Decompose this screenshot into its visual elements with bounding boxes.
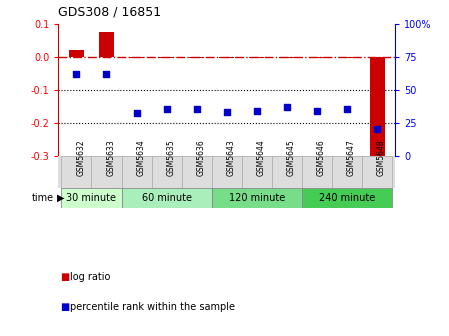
Point: [343, 107, 351, 112]
Bar: [69, 50, 84, 56]
Text: GSM5647: GSM5647: [347, 140, 356, 176]
Point: [313, 108, 321, 113]
Bar: [122, 188, 212, 208]
Bar: [339, 56, 355, 57]
Bar: [279, 56, 295, 58]
Bar: [212, 156, 242, 187]
Text: GSM5634: GSM5634: [136, 140, 145, 176]
Text: GSM5644: GSM5644: [257, 140, 266, 176]
Text: GSM5636: GSM5636: [197, 140, 206, 176]
Bar: [62, 188, 122, 208]
Bar: [182, 156, 212, 187]
Bar: [302, 188, 392, 208]
Bar: [159, 56, 174, 58]
Bar: [129, 56, 144, 58]
Bar: [362, 156, 392, 187]
Text: 120 minute: 120 minute: [229, 193, 285, 203]
Bar: [272, 156, 302, 187]
Point: [283, 104, 291, 110]
Text: ▶: ▶: [57, 193, 64, 203]
Bar: [309, 56, 325, 57]
Text: GSM5648: GSM5648: [377, 140, 386, 176]
Bar: [152, 156, 182, 187]
Bar: [92, 156, 122, 187]
Text: GSM5635: GSM5635: [167, 140, 176, 176]
Text: percentile rank within the sample: percentile rank within the sample: [70, 302, 234, 312]
Text: GSM5643: GSM5643: [227, 140, 236, 176]
Bar: [332, 156, 362, 187]
Point: [163, 107, 170, 112]
Text: GSM5633: GSM5633: [106, 140, 115, 176]
Text: 240 minute: 240 minute: [319, 193, 375, 203]
Bar: [189, 56, 204, 58]
Point: [73, 71, 80, 76]
Bar: [99, 32, 114, 56]
Text: 60 minute: 60 minute: [141, 193, 192, 203]
Point: [193, 107, 200, 112]
Bar: [219, 56, 234, 58]
Bar: [249, 56, 264, 58]
Text: ■: ■: [61, 302, 70, 312]
Point: [103, 71, 110, 76]
Point: [374, 126, 381, 132]
Text: GDS308 / 16851: GDS308 / 16851: [58, 5, 162, 18]
Text: time: time: [32, 193, 54, 203]
Bar: [62, 156, 92, 187]
Point: [133, 111, 140, 116]
Point: [223, 109, 230, 115]
Text: GSM5645: GSM5645: [287, 140, 296, 176]
Bar: [212, 188, 302, 208]
Bar: [122, 156, 152, 187]
Text: GSM5646: GSM5646: [317, 140, 326, 176]
Bar: [302, 156, 332, 187]
Bar: [370, 56, 385, 182]
Bar: [242, 156, 272, 187]
Text: log ratio: log ratio: [70, 272, 110, 282]
Point: [253, 108, 260, 113]
Text: ■: ■: [61, 272, 70, 282]
Text: GSM5632: GSM5632: [76, 140, 85, 176]
Text: 30 minute: 30 minute: [66, 193, 116, 203]
